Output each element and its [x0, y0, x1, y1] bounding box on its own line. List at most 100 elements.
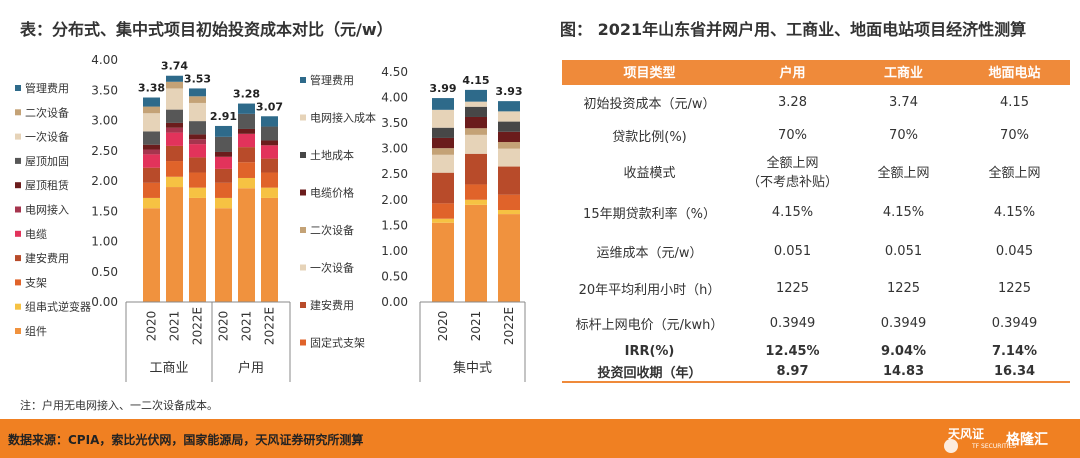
bar-total-label: 3.28 — [233, 88, 260, 101]
legend-swatch — [300, 114, 306, 121]
table-cell: 投资回收期（年） — [562, 362, 737, 383]
bar-segment — [498, 194, 520, 210]
table-cell: 4.15 — [959, 83, 1070, 120]
legend-label: 二次设备 — [25, 105, 69, 119]
bar-total-label: 3.07 — [256, 100, 283, 113]
legend-swatch — [300, 339, 306, 346]
bar-segment — [465, 101, 487, 107]
bar-segment — [465, 134, 487, 154]
y-tick-label: 2.50 — [91, 144, 118, 158]
table-cell: 收益模式 — [623, 165, 676, 181]
table-cell: 4.15% — [771, 204, 814, 220]
table-cell: 3.28 — [737, 83, 848, 120]
table-row: 20年平均利用小时（h） 1225 1225 1225 — [562, 270, 1070, 306]
y-tick-label: 3.50 — [91, 83, 118, 97]
y-tick-label: 0.00 — [381, 295, 408, 309]
bar-segment — [166, 81, 183, 89]
table-cell: 20年平均利用小时（h） — [578, 282, 721, 298]
bar-segment — [189, 187, 206, 198]
bar-segment — [432, 98, 454, 110]
legend-label: 屋顶加固 — [25, 155, 69, 168]
table-cell: 15年期贷款利率（%） — [583, 206, 716, 222]
table-row: IRR(%) 12.45% 9.04% 7.14% — [562, 340, 1070, 362]
legend-label: 二次设备 — [310, 223, 354, 237]
y-tick-label: 3.50 — [381, 116, 408, 130]
legend-label: 组件 — [25, 324, 47, 338]
x-category-label: 2021 — [168, 311, 182, 342]
y-tick-label: 0.00 — [91, 295, 118, 309]
bar-segment — [498, 111, 520, 122]
legend-swatch — [15, 109, 21, 116]
bar-segment — [465, 199, 487, 205]
y-tick-label: 3.00 — [91, 114, 118, 128]
flower-logo-icon — [944, 439, 958, 453]
bar-segment — [238, 103, 255, 114]
legend-swatch — [15, 328, 21, 334]
table-cell: 0.3949 — [991, 315, 1038, 331]
bar-segment — [238, 113, 255, 129]
chart-note: 注：户用无电网接入、一二次设备成本。 — [20, 399, 218, 412]
bar-segment — [215, 151, 232, 157]
bar-segment — [238, 147, 255, 163]
legend-label: 建安费用 — [25, 251, 69, 265]
table-cell: 初始投资成本（元/w） — [562, 83, 737, 120]
legend-label: 支架 — [25, 276, 47, 289]
bar-segment — [238, 133, 255, 148]
bar-segment — [432, 172, 454, 204]
table-row: 15年期贷款利率（%） 4.15% 4.15% 4.15% — [562, 192, 1070, 232]
legend-label: 管理费用 — [25, 81, 69, 95]
bar-segment — [215, 136, 232, 152]
legend-swatch — [300, 189, 306, 196]
bar-segment — [189, 88, 206, 97]
bar-segment — [261, 172, 278, 188]
bar-segment — [432, 154, 454, 173]
legend-label: 电网接入 — [25, 204, 69, 217]
bar-segment — [238, 128, 255, 134]
legend-label: 管理费用 — [310, 73, 354, 87]
table-cell: 1225 — [997, 280, 1032, 296]
x-category-label: 2022E — [502, 307, 516, 345]
bar-segment — [166, 88, 183, 110]
table-cell: 0.3949 — [880, 315, 927, 331]
bar-segment — [143, 106, 160, 114]
cost-stacked-bar-charts: 4.00 3.50 3.00 2.50 2.00 1.50 1.00 0.50 0.00 管理费用… — [15, 53, 526, 382]
table-cell: 1225 — [775, 280, 810, 296]
bar-segment — [432, 148, 454, 155]
legend-swatch — [15, 182, 21, 189]
x-category-label: 2021 — [469, 311, 483, 342]
bar-segment — [189, 139, 206, 145]
legend-swatch — [15, 133, 21, 140]
bar-segment — [261, 187, 278, 198]
table-row: 标杆上网电价（元/kwh） 0.3949 0.3949 0.3949 — [562, 306, 1070, 340]
bar-total-label: 3.99 — [429, 82, 456, 95]
bar-segment — [189, 172, 206, 188]
bar-segment — [498, 148, 520, 167]
bar-segment — [261, 116, 278, 127]
bar-segment — [166, 75, 183, 82]
bar-segment — [166, 127, 183, 133]
legend-label: 电网接入成本 — [310, 111, 376, 125]
legend-label: 固定式支架 — [310, 336, 365, 350]
bar-segment — [143, 131, 160, 145]
bar-segment — [143, 113, 160, 132]
bar-segment — [166, 132, 183, 146]
legend-label: 电缆 — [25, 228, 47, 241]
bar-segment — [143, 97, 160, 107]
bar-segment — [189, 96, 206, 103]
table-cell: 70% — [778, 127, 807, 143]
legend-label: 电缆价格 — [310, 186, 354, 200]
table-header-cell: 项目类型 — [562, 60, 737, 84]
x-category-label: 2022E — [191, 307, 205, 345]
bar-segment — [261, 126, 278, 141]
y-tick-label: 4.50 — [381, 65, 408, 79]
bar-segment — [465, 106, 487, 117]
bar-segment — [432, 109, 454, 128]
bar-segment — [189, 157, 206, 173]
bar-segment — [432, 203, 454, 219]
table-cell: 16.34 — [959, 362, 1070, 383]
economics-table: 项目类型 户用 工商业 地面电站 初始投资成本（元/w） 3.28 3.74 4.15 贷款比… — [562, 60, 1070, 383]
table-header-cell: 户用 — [737, 60, 848, 84]
bar-segment — [261, 197, 278, 302]
y-tick-label: 3.00 — [381, 142, 408, 156]
table-cell: 全额上网 — [877, 165, 930, 181]
